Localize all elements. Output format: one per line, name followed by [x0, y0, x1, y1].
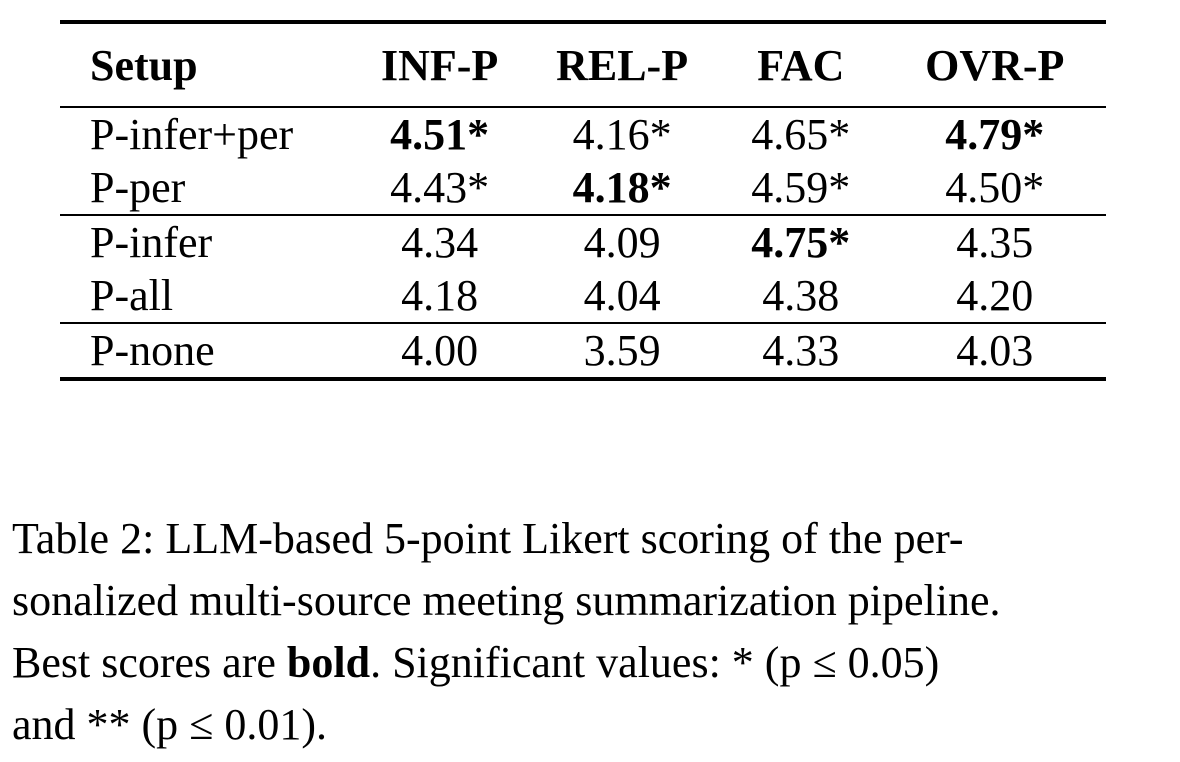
caption-text: . Significant values: * (p ≤ 0.05): [370, 638, 940, 687]
score-cell: 4.51*: [390, 109, 490, 159]
score-cell: 4.33: [762, 325, 840, 375]
row-setup: P-infer: [90, 217, 213, 267]
row-setup: P-all: [90, 270, 174, 320]
score-cell: 4.50*: [945, 162, 1045, 212]
score-cell: 4.00: [401, 325, 479, 375]
caption-bold-word: bold: [286, 638, 371, 687]
table-row: P-per 4.43* 4.18* 4.59* 4.50*: [60, 161, 1106, 215]
table-row: P-none 4.00 3.59 4.33 4.03: [60, 323, 1106, 379]
score-cell: 4.18*: [572, 162, 672, 212]
score-cell: 4.04: [583, 270, 661, 320]
score-cell: 4.09: [583, 217, 661, 267]
header-inf-p: INF-P: [380, 41, 499, 90]
table-row: P-all 4.18 4.04 4.38 4.20: [60, 269, 1106, 323]
score-cell: 4.43*: [390, 162, 490, 212]
header-setup: Setup: [90, 41, 198, 90]
score-cell: 3.59: [583, 325, 661, 375]
score-cell: 4.18: [401, 270, 479, 320]
results-table: Setup INF-P REL-P FAC OVR-P P-infer+per …: [60, 20, 1106, 381]
caption-line: Best scores are bold. Significant values…: [12, 632, 1162, 694]
score-cell: 4.16*: [572, 109, 672, 159]
score-cell: 4.38: [762, 270, 840, 320]
score-cell: 4.20: [956, 270, 1034, 320]
header-ovr-p: OVR-P: [925, 41, 1065, 90]
table-caption: Table 2: LLM-based 5-point Likert scorin…: [12, 508, 1162, 756]
caption-text: Best scores are: [12, 638, 287, 687]
score-cell: 4.65*: [751, 109, 851, 159]
score-cell: 4.59*: [751, 162, 851, 212]
score-cell: 4.75*: [751, 217, 851, 267]
score-cell: 4.34: [401, 217, 479, 267]
header-fac: FAC: [757, 41, 845, 90]
caption-line: and ** (p ≤ 0.01).: [12, 700, 327, 749]
header-rel-p: REL-P: [556, 41, 689, 90]
row-setup: P-infer+per: [90, 109, 294, 159]
caption-text: sonalized multi-source meeting summariza…: [12, 576, 1001, 625]
results-table-body: P-infer+per 4.51* 4.16* 4.65* 4.79* P-pe…: [60, 107, 1106, 379]
caption-line: Table 2: LLM-based 5-point Likert scorin…: [12, 514, 964, 563]
score-cell: 4.35: [956, 217, 1034, 267]
row-setup: P-none: [90, 325, 215, 375]
caption-line: sonalized multi-source meeting summariza…: [12, 570, 1162, 632]
header-row: Setup INF-P REL-P FAC OVR-P: [60, 22, 1106, 107]
row-setup: P-per: [90, 162, 186, 212]
score-cell: 4.03: [956, 325, 1034, 375]
table-row: P-infer 4.34 4.09 4.75* 4.35: [60, 215, 1106, 269]
score-cell: 4.79*: [945, 109, 1045, 159]
results-table-container: Setup INF-P REL-P FAC OVR-P P-infer+per …: [60, 20, 1106, 381]
table-row: P-infer+per 4.51* 4.16* 4.65* 4.79*: [60, 107, 1106, 161]
